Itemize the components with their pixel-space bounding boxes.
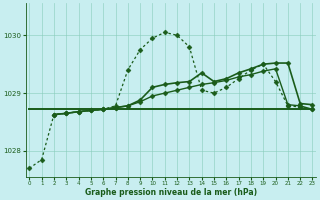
X-axis label: Graphe pression niveau de la mer (hPa): Graphe pression niveau de la mer (hPa) [85,188,257,197]
